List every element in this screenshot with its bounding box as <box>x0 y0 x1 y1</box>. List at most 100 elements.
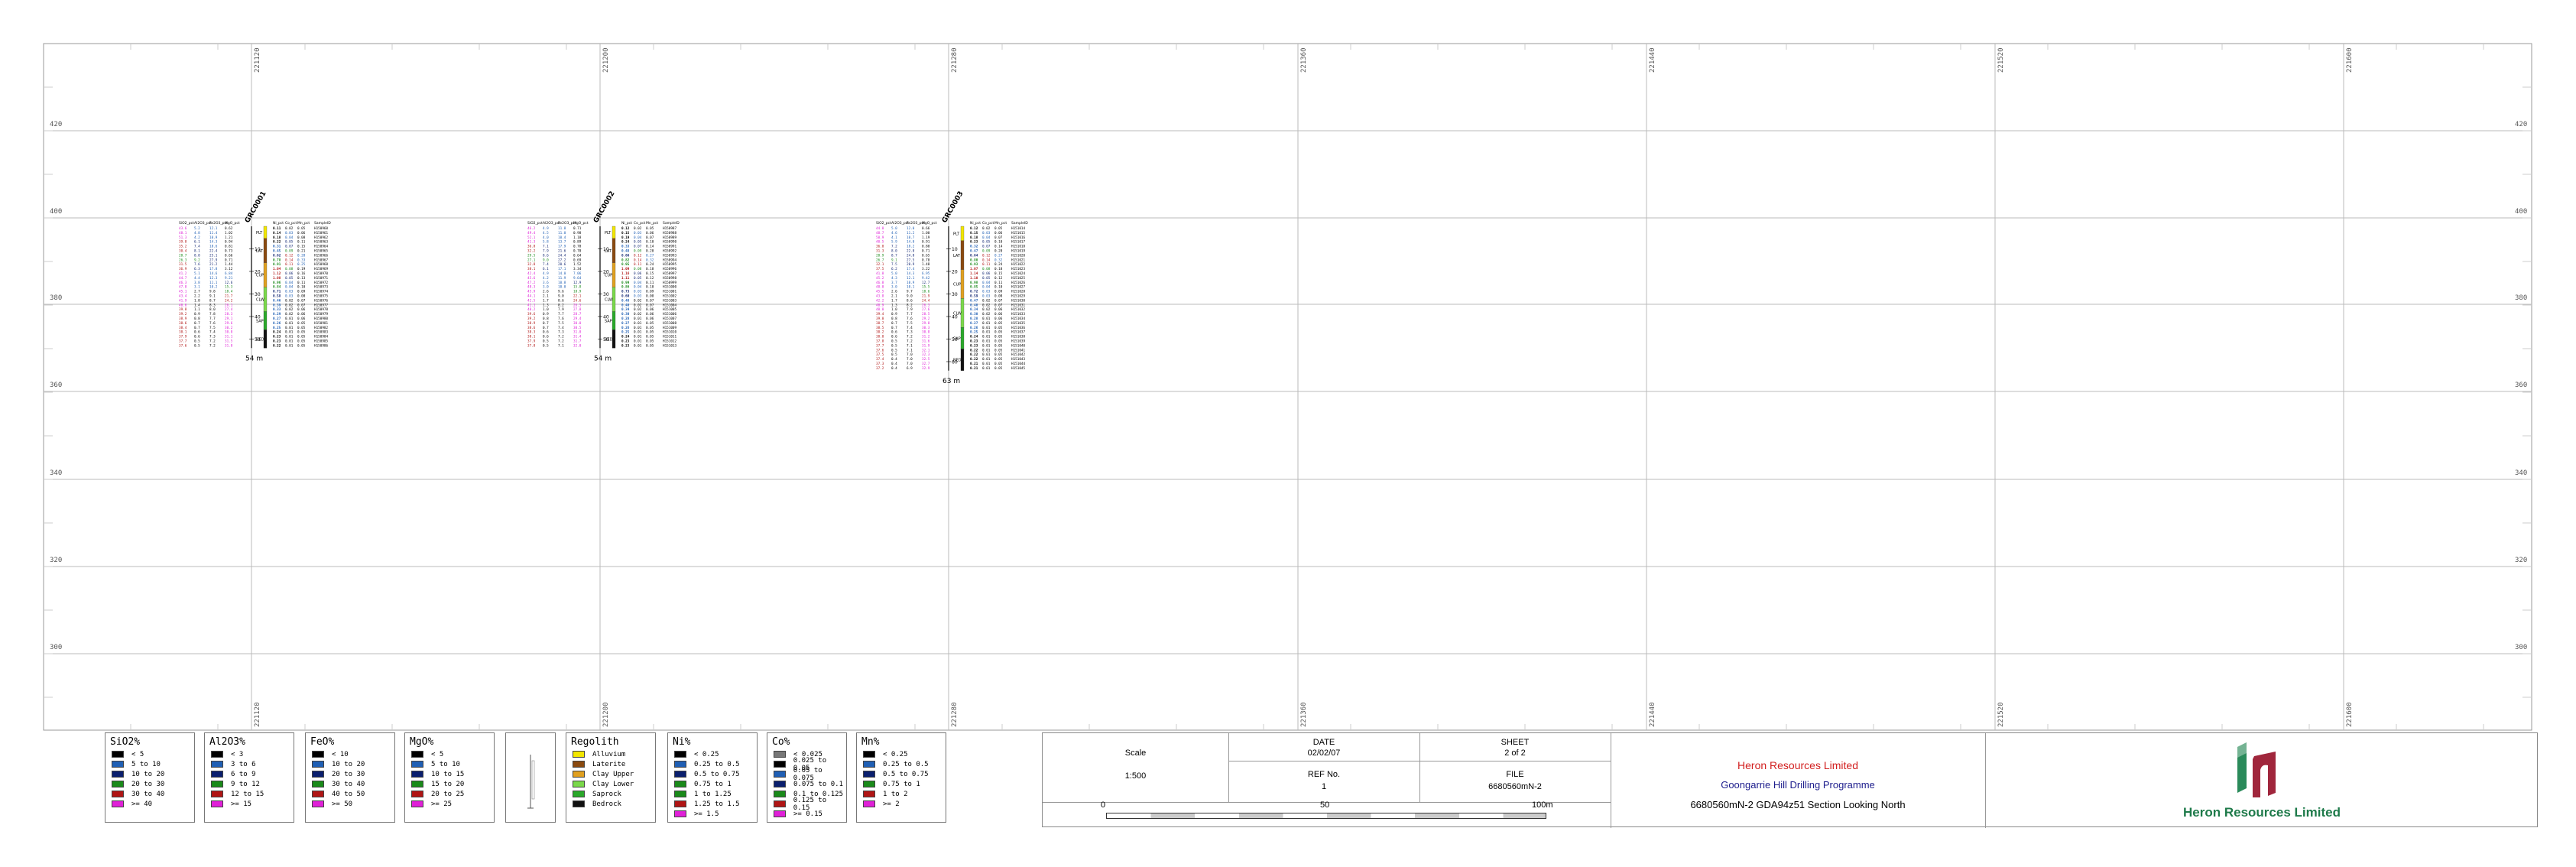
legend-label: 20 to 30 <box>131 780 165 788</box>
legend-item: 20 to 30 <box>312 769 394 779</box>
sample-id: H151025 <box>1011 276 1026 281</box>
assay-value: 7.0 <box>907 357 913 362</box>
assay-value: 0.05 <box>994 366 1003 371</box>
assay-value: 0.08 <box>297 294 306 299</box>
assay-value: 0.01 <box>982 352 991 357</box>
assay-value: 7.1 <box>907 348 913 352</box>
assay-value: 0.06 <box>994 317 1003 321</box>
assay-value: 0.02 <box>285 226 294 231</box>
regolith-interval <box>960 269 965 299</box>
assay-value: 39.2 <box>527 317 536 321</box>
depth-tick-label: 30 <box>952 292 958 297</box>
legend-swatch <box>411 761 423 768</box>
assay-value: 0.20 <box>994 249 1003 254</box>
assay-value: 0.02 <box>285 307 294 312</box>
sample-id: H151036 <box>1011 326 1026 330</box>
assay-value: 0.05 <box>634 240 642 245</box>
assay-value: 10.7 <box>907 235 915 240</box>
assay-value: 0.71 <box>573 226 582 231</box>
sample-id: H150981 <box>314 321 329 326</box>
assay-value: 0.06 <box>297 231 306 235</box>
assay-value: 0.12 <box>621 226 630 231</box>
sample-id: H150964 <box>314 245 329 249</box>
depth-tick-label: 30 <box>603 292 609 297</box>
assay-value: 0.47 <box>970 298 978 303</box>
assay-value: 11.9 <box>558 276 566 281</box>
programme-title: Goongarrie Hill Drilling Programme <box>1721 779 1875 791</box>
assay-value: 0.01 <box>634 339 642 344</box>
assay-value: 12.9 <box>573 281 582 285</box>
legend-swatch <box>211 751 223 758</box>
assay-value: 4.1 <box>891 235 897 240</box>
legend-label: 40 to 50 <box>332 790 365 798</box>
assay-value: 0.02 <box>634 298 642 303</box>
assay-value: 36.0 <box>876 245 884 249</box>
assay-value: 0.22 <box>970 352 978 357</box>
assay-value: 29.4 <box>573 317 582 321</box>
sample-id: H150991 <box>663 245 677 249</box>
assay-value: 30.8 <box>225 330 233 335</box>
sample-id: H150976 <box>314 298 329 303</box>
legend-swatch <box>774 800 786 807</box>
easting-label-top: 221520 <box>1997 47 2005 73</box>
assay-value: 0.64 <box>573 253 582 258</box>
assay-value: 0.73 <box>225 249 233 254</box>
drill-hole-grc0003: GRC0003 SiO2_pct Al2O3_pctFe2O3_pctMgO_pct… <box>876 190 1028 385</box>
sample-id: H151011 <box>663 335 677 339</box>
easting-label-bottom: 221280 <box>951 702 959 727</box>
legend-swatch <box>411 751 423 758</box>
end-of-hole-depth: 63 m <box>942 378 960 385</box>
assay-value: 20.6 <box>558 262 566 267</box>
assay-value: 7.0 <box>907 352 913 357</box>
assay-value: 1.11 <box>621 276 630 281</box>
regolith-code: LAT <box>605 249 612 254</box>
regolith-code: BED <box>605 337 613 342</box>
assay-value: 31.8 <box>225 343 233 348</box>
assay-value: 0.5 <box>543 339 549 344</box>
assay-value: 0.02 <box>982 226 991 231</box>
legend-item: 0.025 to 0.05 <box>774 757 846 772</box>
assay-value: 0.15 <box>646 271 654 276</box>
legend-swatch <box>674 791 686 797</box>
drill-hole-grc0001: GRC0001 SiO2_pct Al2O3_pctFe2O3_pctMgO_pct… <box>179 190 331 363</box>
column-header: SampleID <box>1011 221 1028 226</box>
regolith-interval <box>263 330 268 349</box>
assay-value: 5.2 <box>194 226 200 231</box>
assay-value: 7.8 <box>209 312 216 317</box>
assay-value: 0.01 <box>285 339 294 344</box>
legend-swatch <box>774 771 786 778</box>
sample-id: H151045 <box>1011 366 1026 371</box>
assay-value: 4.2 <box>543 276 549 281</box>
easting-label-top: 221440 <box>1649 47 1656 73</box>
legend-item: 20 to 25 <box>411 789 494 799</box>
assay-value: 0.01 <box>982 348 991 352</box>
assay-value: 39.8 <box>179 240 187 245</box>
legend-swatch <box>211 781 223 787</box>
assay-value: 0.05 <box>297 335 306 339</box>
assay-value: 0.03 <box>982 290 991 294</box>
legend-swatch <box>863 751 875 758</box>
assay-value: 0.45 <box>273 249 281 254</box>
assay-value: 42.4 <box>527 271 536 276</box>
assay-value: 27.5 <box>907 258 915 262</box>
assay-value: 0.11 <box>297 281 306 285</box>
assay-value: 0.07 <box>297 298 306 303</box>
assay-value: 0.11 <box>297 240 306 245</box>
assay-value: 0.33 <box>273 307 281 312</box>
assay-value: 0.46 <box>273 298 281 303</box>
legend-label: 3 to 6 <box>231 760 256 768</box>
legend-swatch <box>674 751 686 758</box>
assay-value: 0.21 <box>970 362 978 366</box>
assay-value: 52.1 <box>527 235 536 240</box>
sample-id: H150997 <box>663 271 677 276</box>
assay-value: 29.8 <box>922 321 930 326</box>
assay-value: 0.23 <box>970 339 978 344</box>
legend-item: 30 to 40 <box>312 779 394 789</box>
sample-id: H150980 <box>314 317 329 321</box>
assay-value: 1.3 <box>891 303 897 307</box>
legend-title: Ni% <box>673 736 691 748</box>
legend-swatch <box>674 761 686 768</box>
assay-value: 31.4 <box>573 335 582 339</box>
assay-value: 9.0 <box>543 258 549 262</box>
assay-value: 40.6 <box>179 303 187 307</box>
